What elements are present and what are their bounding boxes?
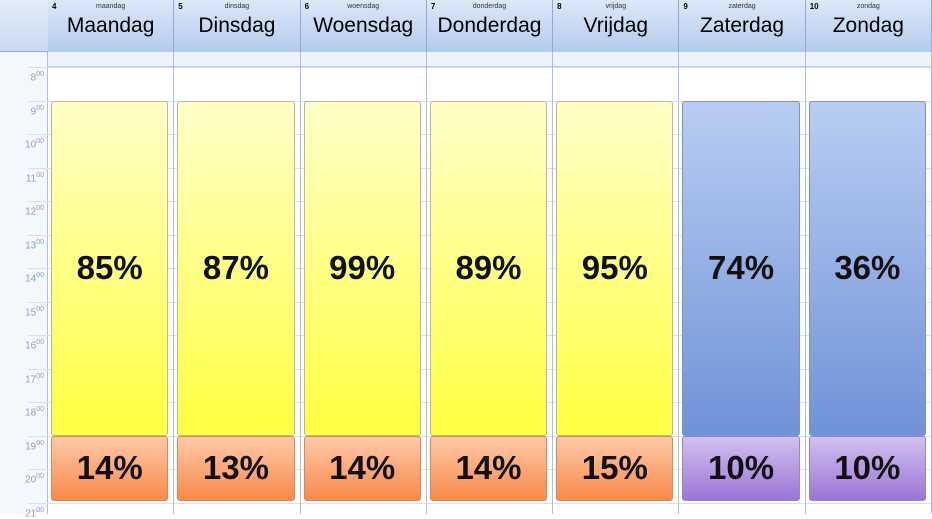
minutes: 00 bbox=[36, 439, 44, 447]
daytime-block[interactable]: 85% bbox=[51, 100, 169, 436]
evening-block[interactable]: 14% bbox=[429, 435, 548, 501]
hour-line bbox=[28, 502, 932, 504]
day-number: 6 bbox=[304, 2, 310, 11]
day-name: Woensdag bbox=[313, 14, 414, 37]
hour-label: 1500 bbox=[4, 306, 44, 318]
hour-label: 2000 bbox=[4, 473, 44, 485]
day-header[interactable]: 7 donderdag Donderdag bbox=[426, 0, 554, 52]
day-name: Zaterdag bbox=[700, 14, 785, 37]
day-number: 9 bbox=[683, 2, 688, 11]
day-short-name: dinsdag bbox=[224, 3, 250, 10]
hour: 18 bbox=[25, 407, 37, 419]
hour-label: 1200 bbox=[4, 205, 44, 217]
hour: 12 bbox=[25, 206, 37, 218]
hour-label: 1100 bbox=[4, 172, 44, 184]
hour: 15 bbox=[25, 306, 37, 318]
hour-label: 1900 bbox=[4, 440, 44, 452]
all-day-strip bbox=[48, 52, 932, 67]
evening-block[interactable]: 14% bbox=[303, 435, 421, 501]
evening-block[interactable]: 10% bbox=[682, 435, 800, 501]
column-divider bbox=[299, 52, 301, 514]
day-header[interactable]: 6 woensdag Woensdag bbox=[300, 0, 427, 52]
hour: 13 bbox=[25, 239, 37, 251]
day-name: Dinsdag bbox=[198, 14, 276, 37]
minutes: 00 bbox=[36, 305, 44, 313]
daytime-block[interactable]: 95% bbox=[556, 100, 674, 436]
hour-label: 1300 bbox=[4, 239, 44, 251]
day-short-name: donderdag bbox=[472, 3, 507, 10]
minutes: 00 bbox=[36, 506, 44, 514]
day-number: 4 bbox=[52, 2, 57, 11]
day-header[interactable]: 5 dinsdag Dinsdag bbox=[174, 0, 301, 52]
day-short-name: maandag bbox=[96, 3, 126, 10]
hour: 19 bbox=[25, 440, 37, 452]
hour: 17 bbox=[25, 373, 37, 385]
day-header[interactable]: 8 vrijdag Vrijdag bbox=[553, 0, 680, 52]
daytime-block[interactable]: 36% bbox=[808, 100, 926, 436]
daytime-block[interactable]: 89% bbox=[429, 100, 548, 436]
hour-label: 1000 bbox=[4, 138, 44, 150]
daytime-block[interactable]: 99% bbox=[303, 100, 421, 436]
minutes: 00 bbox=[36, 372, 44, 380]
column-divider bbox=[678, 52, 680, 514]
hour-label: 1600 bbox=[4, 339, 44, 351]
hour-label: 800 bbox=[4, 71, 44, 83]
daytime-block[interactable]: 74% bbox=[682, 100, 800, 436]
hour-label: 1700 bbox=[4, 373, 44, 385]
day-short-name: zondag bbox=[856, 3, 880, 10]
column-divider bbox=[173, 52, 175, 514]
evening-block[interactable]: 13% bbox=[177, 435, 295, 501]
column-divider bbox=[804, 52, 806, 514]
hour: 20 bbox=[25, 474, 37, 486]
minutes: 00 bbox=[36, 205, 44, 212]
day-number: 8 bbox=[557, 2, 562, 11]
minutes: 00 bbox=[36, 339, 44, 346]
day-name: Maandag bbox=[66, 14, 155, 37]
evening-block[interactable]: 14% bbox=[51, 435, 169, 501]
column-divider bbox=[425, 52, 427, 514]
day-number: 5 bbox=[178, 2, 183, 11]
column-divider bbox=[552, 52, 554, 514]
hour-label: 1800 bbox=[4, 406, 44, 418]
day-header[interactable]: 9 zaterdag Zaterdag bbox=[679, 0, 806, 52]
hour-label: 2100 bbox=[4, 507, 44, 519]
day-number: 7 bbox=[430, 2, 436, 11]
day-name: Donderdag bbox=[437, 14, 542, 37]
hour: 11 bbox=[25, 172, 37, 184]
day-short-name: woensdag bbox=[347, 3, 380, 10]
minutes: 00 bbox=[36, 238, 44, 246]
hour: 9 bbox=[30, 105, 37, 117]
hour: 10 bbox=[25, 139, 37, 151]
minutes: 00 bbox=[36, 71, 44, 78]
day-name: Vrijdag bbox=[583, 14, 649, 37]
evening-block[interactable]: 15% bbox=[556, 435, 674, 501]
day-header[interactable]: 10 zondag Zondag bbox=[805, 0, 932, 52]
hour: 16 bbox=[25, 340, 37, 352]
day-number: 10 bbox=[809, 2, 819, 11]
day-name: Zondag bbox=[832, 14, 904, 37]
day-header[interactable]: 4 maandag Maandag bbox=[48, 0, 175, 52]
daytime-block[interactable]: 87% bbox=[177, 100, 295, 436]
evening-block[interactable]: 10% bbox=[808, 435, 926, 501]
time-column bbox=[0, 52, 48, 514]
hour-line bbox=[28, 67, 932, 68]
minutes: 00 bbox=[36, 104, 44, 112]
hour-label: 900 bbox=[4, 105, 44, 117]
minutes: 00 bbox=[36, 138, 44, 145]
hour: 21 bbox=[25, 507, 37, 519]
hour: 14 bbox=[25, 273, 37, 285]
day-short-name: vrijdag bbox=[605, 3, 627, 10]
minutes: 00 bbox=[36, 473, 44, 480]
minutes: 00 bbox=[36, 406, 44, 413]
hour: 8 bbox=[30, 72, 37, 84]
hour-label: 1400 bbox=[4, 272, 44, 284]
day-short-name: zaterdag bbox=[728, 3, 756, 10]
minutes: 00 bbox=[36, 171, 44, 179]
minutes: 00 bbox=[36, 272, 44, 279]
